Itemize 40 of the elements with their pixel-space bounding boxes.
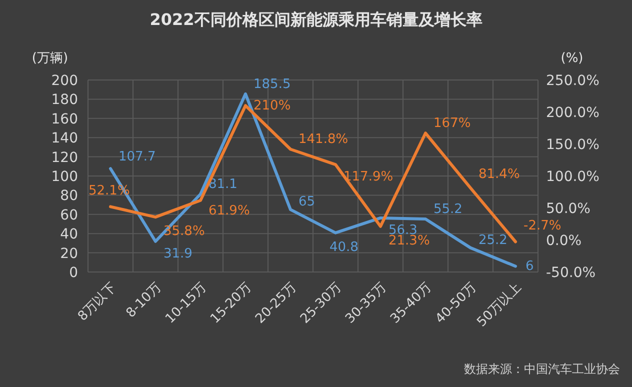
y-tick-label: 80	[60, 188, 78, 204]
data-label: 40.8	[330, 240, 358, 255]
data-label: 107.7	[118, 150, 156, 165]
data-label: 25.2	[478, 232, 508, 248]
y-tick-label: 60	[60, 207, 78, 224]
y-tick-label: 120	[51, 150, 78, 166]
data-label: 65	[298, 194, 316, 210]
y-tick-label: 20	[60, 246, 78, 262]
y-tick-label: 40	[60, 226, 78, 243]
data-label: 141.8%	[298, 132, 348, 148]
x-tick-label: 50万以上	[474, 280, 524, 330]
data-label: 210%	[254, 98, 291, 114]
y-tick-label: 0	[69, 265, 78, 281]
y-axis-title: (万辆)	[32, 51, 68, 66]
data-label: 117.9%	[344, 170, 394, 185]
y-tick-label: 200	[51, 73, 78, 89]
data-label: 167%	[434, 116, 471, 132]
y2-tick-label: -50.0%	[546, 265, 596, 281]
data-label: -2.7%	[524, 218, 562, 234]
chart-title: 2022不同价格区间新能源乘用车销量及增长率	[150, 10, 482, 29]
y-tick-label: 140	[51, 130, 78, 147]
y2-tick-label: 50.0%	[546, 201, 590, 217]
data-label: 55.2	[434, 202, 462, 218]
y2-tick-label: 150.0%	[546, 137, 600, 153]
data-label: 31.9	[164, 246, 192, 262]
y2-axis-title: (%)	[560, 51, 584, 66]
y2-tick-label: 200.0%	[546, 105, 600, 121]
data-label: 35.8%	[164, 224, 205, 240]
y-tick-label: 100	[51, 169, 78, 185]
y2-tick-label: 0.0%	[546, 233, 582, 249]
data-label: 61.9%	[208, 203, 250, 218]
y-tick-label: 180	[51, 92, 78, 108]
y2-tick-label: 250.0%	[546, 73, 600, 89]
x-tick-label: 8万以下	[75, 280, 120, 324]
source-note: 数据来源：中国汽车工业协会	[464, 362, 620, 376]
data-label: 185.5	[254, 76, 291, 92]
data-label: 6	[526, 259, 534, 274]
y2-tick-label: 100.0%	[546, 169, 600, 185]
y-tick-label: 160	[51, 111, 78, 128]
data-label: 81.4%	[478, 166, 520, 182]
